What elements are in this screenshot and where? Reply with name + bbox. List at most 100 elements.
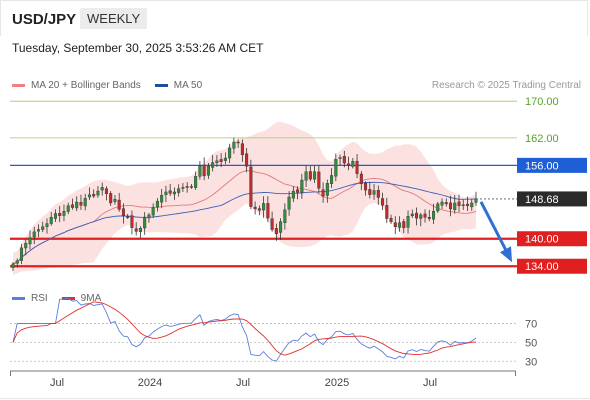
candle-body [185,186,189,188]
candle [92,189,96,199]
candle-body [194,176,198,188]
candle-body [415,212,419,219]
candle [372,183,376,200]
candle [62,204,66,222]
candle [70,198,74,210]
candle [83,193,87,211]
legend-swatch-ma20 [12,84,25,87]
candle [215,155,219,168]
level-label-156.00: 156.00 [525,160,559,172]
candle-body [130,215,134,228]
candle [257,205,261,216]
candle [262,196,266,218]
symbol-title: USD/JPY [12,11,77,28]
candle [274,223,278,241]
candle [143,212,147,235]
candle [160,188,164,209]
legend-label-rsi: RSI [31,293,48,304]
bollinger-bands [13,121,476,275]
candle-body [321,189,325,197]
candle-body [96,190,100,196]
candle-body [236,141,240,144]
candle-body [92,193,96,197]
candle-body [232,141,236,149]
candle-body [313,171,317,180]
candle [36,224,41,238]
candle-body [41,226,45,230]
candle-body [24,243,28,249]
candle-body [410,213,414,217]
candle [415,207,419,226]
candle [359,171,363,191]
candle [432,203,436,224]
x-tick-label: Jul [50,377,64,389]
candle [440,198,444,209]
candle-body [470,202,474,208]
candle-body [342,156,346,164]
candle [117,192,121,212]
candle [172,187,176,200]
candle-body [223,157,227,161]
candle [461,199,465,211]
candle-body [274,228,278,234]
candle-body [211,162,215,168]
time-axis: Jul 2024 Jul 2025 Jul [0,370,590,399]
candle-body [372,190,376,195]
candle-body [364,183,368,191]
candle [398,216,402,232]
timeframe-badge[interactable]: WEEKLY [80,8,148,29]
candle [194,171,198,190]
candle-body [448,202,453,210]
candle [28,230,32,250]
candle-body [419,214,423,219]
candle-body [262,203,266,211]
candle-body [164,191,168,195]
candle [279,218,283,240]
candle-body [457,201,461,206]
candle [444,198,448,207]
candle [177,184,181,197]
candle [147,212,151,223]
candle [87,187,91,200]
legend-item-rsi: RSI [12,293,48,304]
candle [104,186,108,201]
candle [376,185,380,205]
candle [351,157,355,169]
candle-body [151,207,155,216]
candle-body [160,194,164,203]
legend-swatch-ma50 [154,84,168,87]
candle-body [181,187,185,189]
x-tick-label: Jul [236,377,250,389]
candle-body [66,205,70,212]
candle [130,210,134,235]
price-legend: MA 20 + Bollinger Bands MA 50 [12,80,216,91]
candle-body [330,175,334,184]
rsi-tick-50: 50 [525,337,537,349]
candle [347,156,351,171]
level-label-162.00: 162.00 [525,133,559,145]
candle-body [355,160,359,174]
candle [385,197,389,224]
candle [245,147,249,173]
candle-body [300,179,304,193]
candle [58,205,62,223]
candle-body [202,164,206,177]
candle [100,182,104,196]
candle-body [253,206,257,210]
candle [19,243,24,265]
candle [338,154,342,166]
candle-body [36,229,41,232]
candle [138,226,142,239]
bollinger-band-fill [13,121,476,275]
candle [402,218,406,234]
current-price-label: 148.68 [525,194,559,206]
candle [427,209,431,222]
candle [436,201,440,213]
candle [198,161,202,180]
candle [202,157,206,181]
candle [15,258,19,268]
candle-body [45,223,49,227]
candle [291,186,295,203]
candle-body [406,216,410,228]
